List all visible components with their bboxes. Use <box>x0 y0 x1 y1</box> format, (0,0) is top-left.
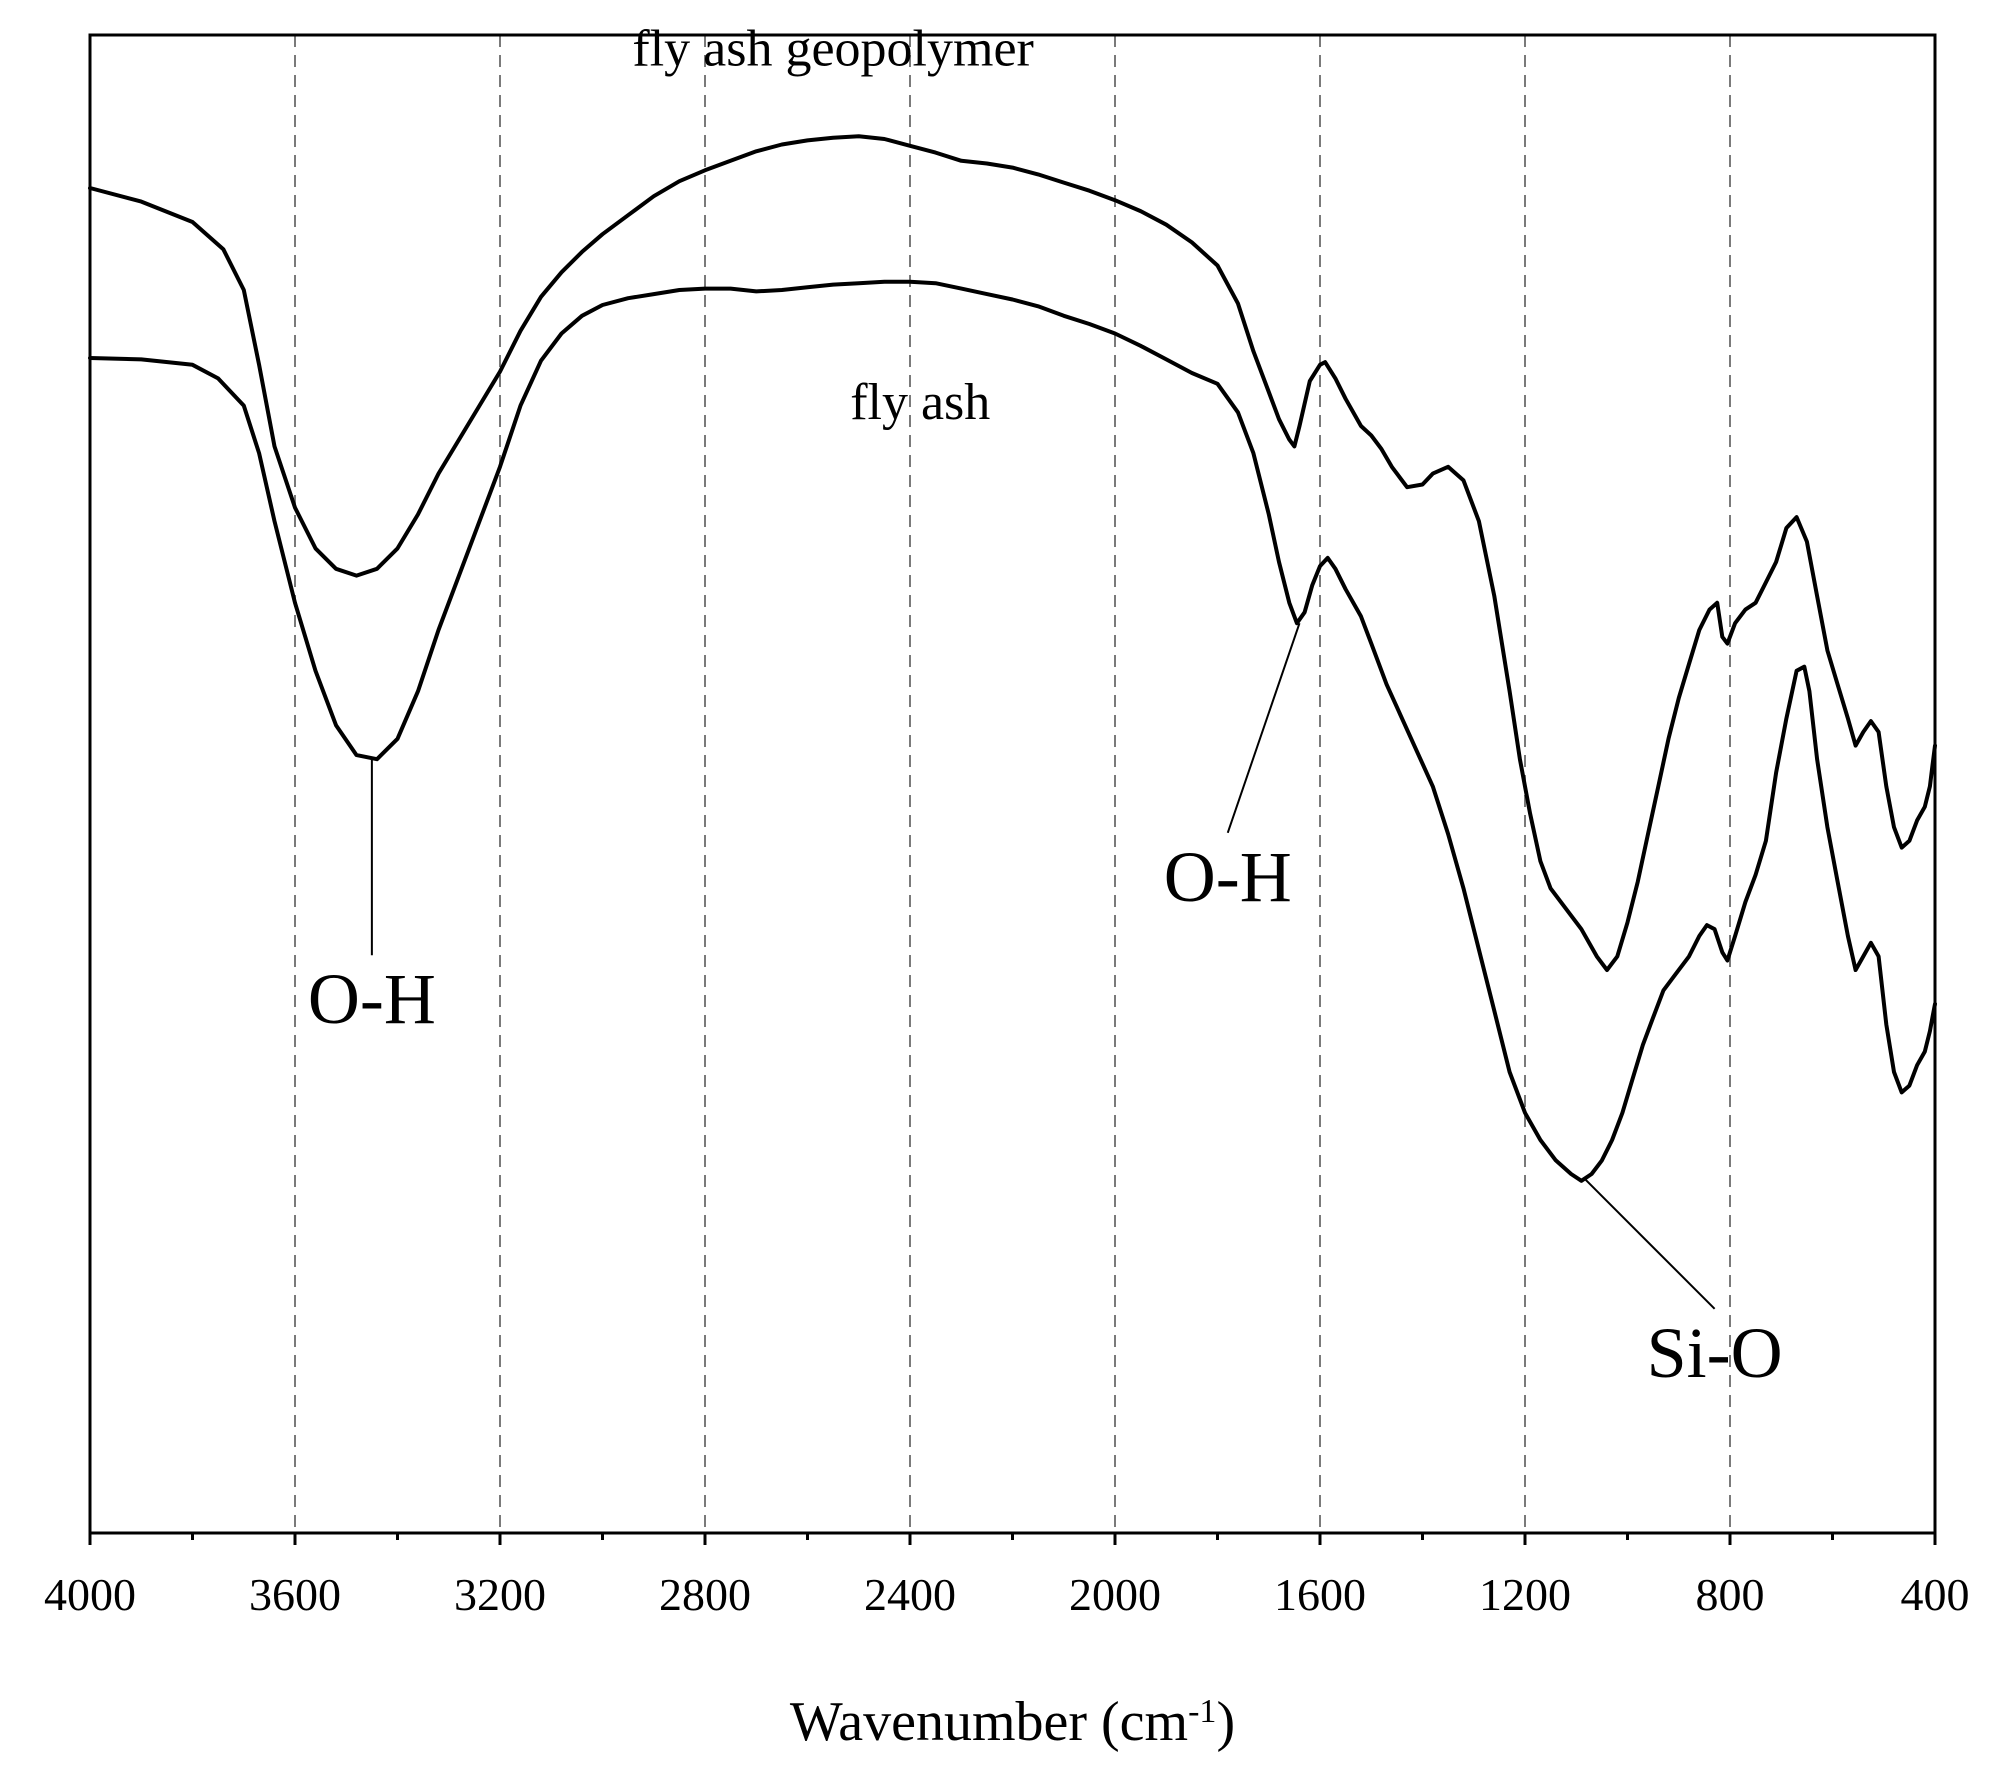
series-line-fly-ash-geopolymer <box>88 134 1937 972</box>
annotation-label-1: O-H <box>1164 837 1292 917</box>
x-axis-ticks: 4000 3600 3200 2800 2400 2000 1600 1200 800 400 <box>44 1533 1970 1620</box>
x-tick-label-800: 800 <box>1696 1569 1765 1620</box>
series-layer: fly ash geopolymer fly ash <box>88 21 1937 1183</box>
annotation-label-0: O-H <box>308 959 436 1039</box>
series-label-fly-ash-geopolymer: fly ash geopolymer <box>632 21 1033 78</box>
annotation-layer: O-H O-H Si-O <box>308 622 1783 1393</box>
x-tick-label-1200: 1200 <box>1479 1569 1571 1620</box>
series-line-fly-ash <box>88 279 1937 1183</box>
x-axis-title-superscript: -1 <box>1188 1693 1216 1730</box>
x-tick-label-3600: 3600 <box>249 1569 341 1620</box>
x-tick-label-400: 400 <box>1901 1569 1970 1620</box>
x-tick-label-2800: 2800 <box>659 1569 751 1620</box>
annotation-label-2: Si-O <box>1647 1313 1783 1393</box>
annotation-leader-1 <box>1226 622 1301 834</box>
annotation-leader-2 <box>1583 1177 1716 1310</box>
x-tick-label-2400: 2400 <box>864 1569 956 1620</box>
x-tick-label-3200: 3200 <box>454 1569 546 1620</box>
x-tick-label-2000: 2000 <box>1069 1569 1161 1620</box>
x-axis-title-suffix: ) <box>1216 1691 1235 1753</box>
x-axis-title: Wavenumber (cm-1) <box>790 1691 1235 1753</box>
x-axis-title-main: Wavenumber (cm <box>790 1691 1188 1753</box>
vertical-gridlines <box>294 35 1731 1533</box>
x-tick-label-4000: 4000 <box>44 1569 136 1620</box>
series-label-fly-ash: fly ash <box>850 374 990 431</box>
x-tick-label-1600: 1600 <box>1274 1569 1366 1620</box>
